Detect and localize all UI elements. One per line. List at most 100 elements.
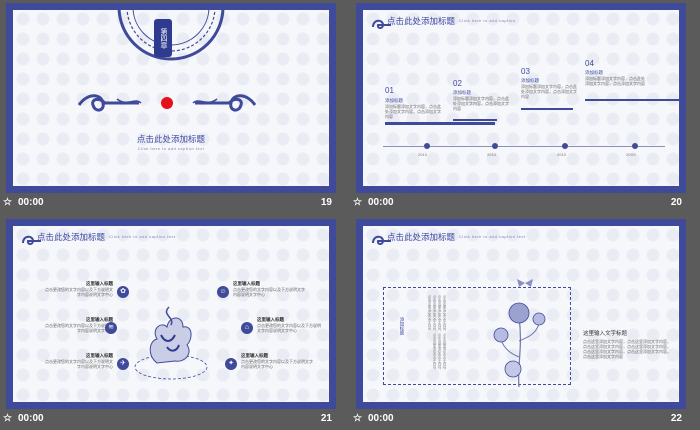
slide-canvas[interactable]: 点击此处添加标题 Click here to add caption 01 添加… (356, 3, 686, 193)
step-bar (453, 119, 497, 121)
slide-subtitle: Click here to add caption (459, 18, 516, 23)
slide-thumbnail-20[interactable]: 点击此处添加标题 Click here to add caption 01 添加… (350, 0, 688, 212)
step-item: 02 添加标题 添加标题添加文字内容，点击此处添加文字内容，点击添加文字内容 (453, 79, 513, 111)
content-text: 点击这里添加文字内容，点击这里添加文字内容，点击这里添加文字内容，点击这里添加文… (583, 339, 671, 359)
slide-thumbnail-22[interactable]: 点击此处添加标题 Click here to add caption text … (350, 216, 688, 428)
slide-info-bar: ☆ 00:00 22 (350, 412, 688, 428)
slide-frame (356, 3, 686, 193)
feature-heading: 这里输入标题 (86, 281, 113, 286)
step-heading: 添加标题 (385, 98, 403, 103)
feature-item: 这里输入标题 点击更改您的文字内容以及下方说明文字内容说明文字中心 (43, 353, 113, 369)
porcelain-illustration (134, 306, 208, 380)
vertical-text-column: 点击这里添加文字内容，点击这里添加文字内容，点击这里添加文字内容，点击这里添加文… (428, 295, 447, 372)
slide-title: 点击此处添加标题 (387, 232, 456, 242)
slide-subtitle: Click here to add caption text (459, 234, 526, 239)
timeline-line (383, 146, 665, 147)
timeline-year: 20XX (626, 152, 636, 157)
feature-text: 点击更改您的文字内容以及下方说明文字内容说明文字中心 (45, 359, 113, 369)
timeline-dot (562, 143, 568, 149)
step-item: 01 添加标题 添加标题添加文字内容，点击此处添加文字内容，点击添加文字内容 (385, 86, 495, 125)
slide-time: 00:00 (368, 197, 394, 208)
feature-heading: 这里输入标题 (233, 281, 260, 286)
slide-number: 21 (320, 413, 332, 424)
slide-time: 00:00 (368, 413, 394, 424)
settings-icon: ✦ (225, 358, 237, 370)
slide-subtitle: Click here to add caption text (109, 234, 176, 239)
cloud-icon (372, 235, 391, 245)
step-bar (385, 122, 495, 125)
step-item: 04 添加标题 添加标题添加文字内容，点击此处添加文字内容，点击添加文字内容 (585, 59, 649, 86)
feature-item: 这里输入标题 点击更改您的文字内容以及下方说明文字内容说明文字中心 (43, 317, 113, 333)
red-dot-icon (161, 97, 173, 109)
cloud-icon (372, 19, 391, 29)
slide-number: 19 (320, 197, 332, 208)
section-badge: 第四章 (154, 19, 172, 57)
slide-thumbnail-21[interactable]: 点击此处添加标题 Click here to add caption text … (0, 216, 338, 428)
slide-frame (356, 219, 686, 409)
step-index: 03 (521, 67, 530, 76)
step-bar (521, 108, 573, 110)
slide-time: 00:00 (18, 197, 44, 208)
home-icon: ⌂ (241, 322, 253, 334)
airplane-icon: ✈ (117, 358, 129, 370)
feature-text: 点击更改您的文字内容以及下方说明文字内容说明文字中心 (45, 323, 113, 333)
feature-text: 点击更改您的文字内容以及下方说明文字内容说明文字中心 (257, 323, 321, 333)
feature-text: 点击更改您的文字内容以及下方说明文字内容说明文字中心 (241, 359, 313, 369)
slide-frame (6, 219, 336, 409)
signal-icon: ≋ (105, 322, 117, 334)
timeline-year: 2014 (487, 152, 496, 157)
star-icon[interactable]: ☆ (353, 413, 362, 424)
slide-number: 20 (670, 197, 682, 208)
slide-canvas[interactable]: 点击此处添加标题 Click here to add caption text … (356, 219, 686, 409)
star-icon[interactable]: ☆ (353, 197, 362, 208)
feature-heading: 这里输入标题 (86, 353, 113, 358)
slide-canvas[interactable]: 点击此处添加标题 Click here to add caption text … (6, 219, 336, 409)
star-icon[interactable]: ☆ (3, 197, 12, 208)
slide-info-bar: ☆ 00:00 20 (350, 196, 688, 212)
step-bar (585, 99, 679, 101)
timeline-year: 2019 (557, 152, 566, 157)
step-heading: 添加标题 (521, 78, 539, 83)
star-icon[interactable]: ☆ (3, 413, 12, 424)
feature-item: 这里输入标题 点击更改您的文字内容以及下方说明文字内容说明文字中心 (241, 353, 313, 369)
feature-heading: 这里输入标题 (241, 353, 268, 358)
step-text: 添加标题添加文字内容，点击此处添加文字内容，点击添加文字内容 (521, 84, 577, 99)
cloud-scroll-decoration (77, 94, 257, 112)
slide-title: 点击此处添加标题 (37, 232, 106, 242)
step-text: 添加标题添加文字内容，点击此处添加文字内容，点击添加文字内容 (585, 76, 645, 86)
slide-canvas[interactable]: 第四章 点击此处添加标题 Click here to add caption t… (6, 3, 336, 193)
dashed-text-box (383, 287, 571, 385)
step-text: 添加标题添加文字内容，点击此处添加文字内容，点击添加文字内容 (453, 96, 509, 111)
vertical-label: 添加标题 (400, 317, 405, 335)
feature-heading: 这里输入标题 (86, 317, 113, 322)
timeline-dot (632, 143, 638, 149)
timeline-year: 2013 (418, 152, 427, 157)
feature-item: 这里输入标题 点击更改您的文字内容以及下方说明文字内容说明文字中心 (233, 281, 305, 297)
badge-icon: ✿ (117, 286, 129, 298)
cloud-icon (22, 235, 41, 245)
slide-title: 点击此处添加标题 (136, 134, 205, 144)
feature-item: 这里输入标题 点击更改您的文字内容以及下方说明文字内容说明文字中心 (43, 281, 113, 297)
slide-time: 00:00 (18, 413, 44, 424)
timeline-dot (424, 143, 430, 149)
content-heading: 这里输入文字标题 (583, 331, 628, 337)
step-index: 01 (385, 86, 394, 95)
step-heading: 添加标题 (453, 90, 471, 95)
group-icon: ☺ (217, 286, 229, 298)
slide-thumbnail-19[interactable]: 第四章 点击此处添加标题 Click here to add caption t… (0, 0, 338, 212)
step-index: 04 (585, 59, 594, 68)
step-heading: 添加标题 (585, 70, 603, 75)
slide-info-bar: ☆ 00:00 19 (0, 196, 338, 212)
feature-text: 点击更改您的文字内容以及下方说明文字内容说明文字中心 (233, 287, 305, 297)
flower-illustration (493, 279, 546, 388)
slide-subtitle: Click here to add caption text (137, 146, 205, 151)
feature-item: 这里输入标题 点击更改您的文字内容以及下方说明文字内容说明文字中心 (257, 317, 321, 333)
slide-frame (6, 3, 336, 193)
slide-info-bar: ☆ 00:00 21 (0, 412, 338, 428)
slide-number: 22 (670, 413, 682, 424)
step-text: 添加标题添加文字内容，点击此处添加文字内容，点击添加文字内容 (385, 104, 441, 119)
feature-heading: 这里输入标题 (257, 317, 284, 322)
step-index: 02 (453, 79, 462, 88)
step-item: 03 添加标题 添加标题添加文字内容，点击此处添加文字内容，点击添加文字内容 (521, 67, 581, 99)
feature-text: 点击更改您的文字内容以及下方说明文字内容说明文字中心 (45, 287, 113, 297)
